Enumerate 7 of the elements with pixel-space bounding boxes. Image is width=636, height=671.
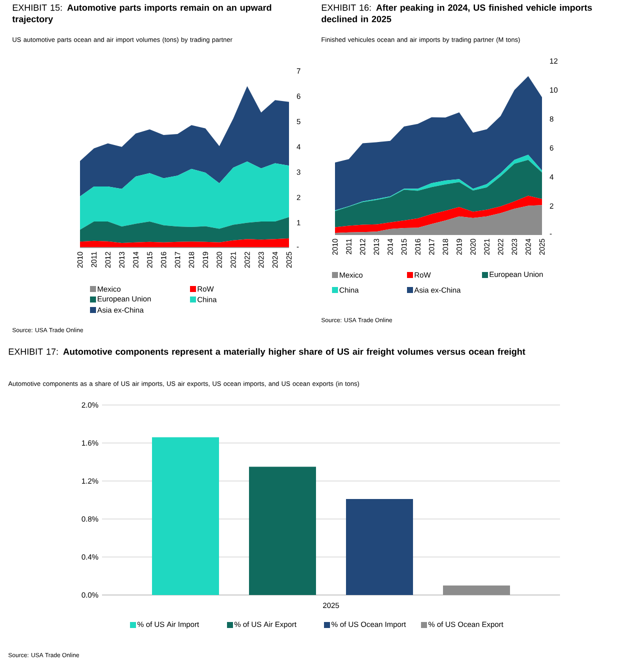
chart-title: EXHIBIT 15: Automotive parts imports remain on an upward trajectory [12, 4, 272, 24]
bar [346, 499, 414, 595]
chart-title: EXHIBIT 17: Automotive components represent a materially higher share of US air freight volumes versus ocean freight [8, 348, 526, 357]
bar [443, 586, 510, 595]
bar [152, 437, 220, 595]
bar [249, 466, 316, 595]
chart-title: EXHIBIT 16: After peaking in 2024, US finished vehicle imports declined in 2025 [322, 4, 592, 22]
